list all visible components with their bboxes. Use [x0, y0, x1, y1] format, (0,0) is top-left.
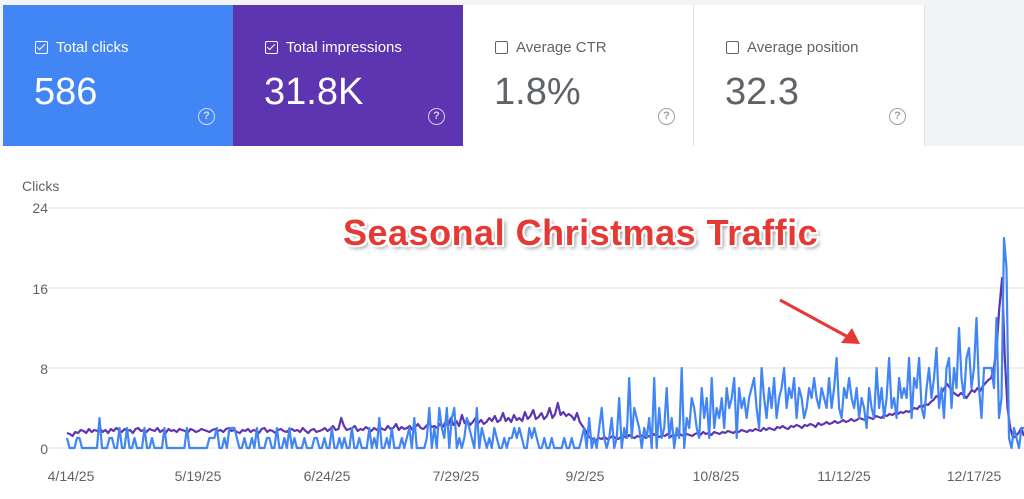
- x-tick-label: 10/8/25: [692, 468, 740, 484]
- annotation-text: Seasonal Christmas Traffic: [343, 212, 819, 253]
- x-tick-label: 11/12/25: [817, 468, 871, 484]
- card-label: Total impressions: [286, 38, 402, 56]
- card-label: Total clicks: [56, 38, 129, 56]
- card-header: Total impressions: [265, 38, 463, 56]
- y-tick-label: 24: [32, 200, 48, 216]
- x-tick-label: 5/19/25: [174, 468, 222, 484]
- series-line-total-impressions: [66, 276, 1024, 442]
- series-layer: [65, 236, 1024, 450]
- x-tick-label: 4/14/25: [47, 468, 95, 484]
- help-icon[interactable]: ?: [889, 108, 906, 125]
- checkbox-icon[interactable]: [265, 40, 278, 54]
- help-icon[interactable]: ?: [658, 108, 675, 125]
- total-clicks-card[interactable]: Total clicks 586 ?: [3, 5, 233, 146]
- y-tick-label: 16: [32, 281, 48, 297]
- card-value: 32.3: [725, 71, 799, 113]
- checkbox-icon[interactable]: [495, 40, 508, 54]
- help-icon[interactable]: ?: [198, 108, 215, 125]
- card-value: 31.8K: [264, 71, 364, 113]
- help-icon[interactable]: ?: [428, 108, 445, 125]
- clicks-chart: Clicks 24 16 8 0 4/14/25 5/19/25 6/24/25…: [0, 146, 1024, 499]
- y-tick-label: 0: [40, 441, 48, 457]
- total-impressions-card[interactable]: Total impressions 31.8K ?: [233, 5, 463, 146]
- card-label: Average CTR: [516, 38, 607, 56]
- x-tick-label: 9/2/25: [565, 468, 605, 484]
- card-header: Average position: [726, 38, 924, 56]
- card-header: Total clicks: [35, 38, 233, 56]
- gridlines: [48, 207, 1024, 449]
- average-ctr-card[interactable]: Average CTR 1.8% ?: [463, 5, 694, 146]
- checkbox-icon[interactable]: [35, 40, 48, 54]
- checkbox-icon[interactable]: [726, 40, 739, 54]
- card-value: 1.8%: [494, 71, 581, 113]
- average-position-card[interactable]: Average position 32.3 ?: [694, 5, 925, 146]
- x-tick-label: 12/17/25: [946, 468, 1002, 484]
- card-header: Average CTR: [495, 38, 693, 56]
- plot-area: [48, 207, 1024, 450]
- annotation-arrow: [779, 298, 860, 344]
- arrow-line: [779, 298, 849, 339]
- series-line-total-clicks: [65, 236, 1024, 450]
- card-value: 586: [34, 71, 98, 113]
- x-tick-label: 6/24/25: [303, 468, 351, 484]
- y-axis-title: Clicks: [22, 178, 60, 194]
- card-label: Average position: [747, 38, 859, 56]
- y-tick-label: 8: [40, 361, 48, 377]
- arrow-head: [841, 328, 860, 344]
- metric-cards: Total clicks 586 ? Total impressions 31.…: [0, 0, 1024, 150]
- x-tick-label: 7/29/25: [432, 468, 480, 484]
